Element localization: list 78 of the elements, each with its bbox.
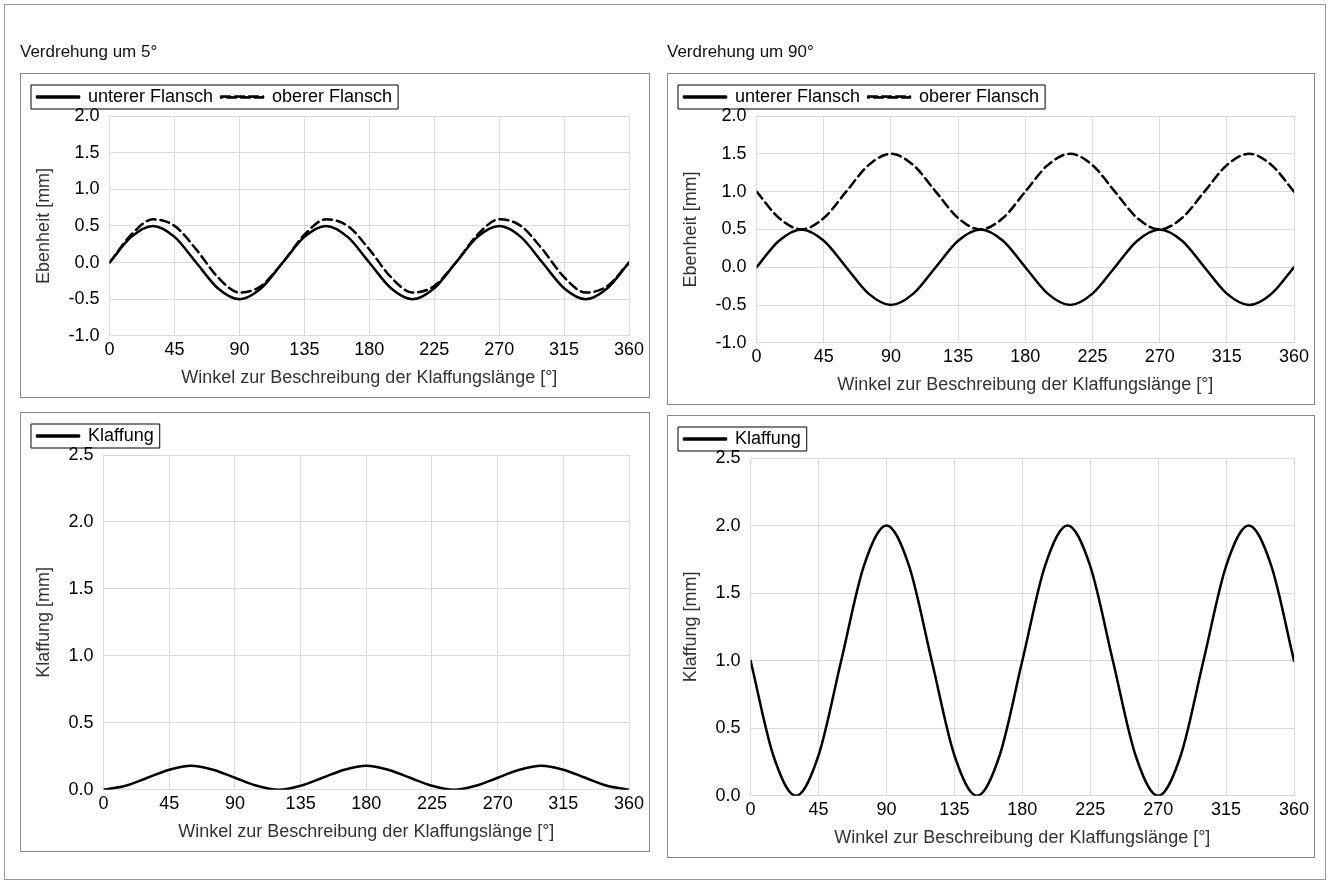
y-tick-label: 1.5 xyxy=(74,141,100,162)
x-tick-label: 45 xyxy=(813,345,834,366)
y-tick-label: 0.5 xyxy=(68,711,94,732)
y-tick-label: 0.0 xyxy=(74,251,100,272)
legend-label: Klaffung xyxy=(88,424,154,445)
y-tick-label: 1.0 xyxy=(715,649,741,670)
x-tick-label: 315 xyxy=(1211,798,1242,819)
x-tick-label: 0 xyxy=(104,338,115,359)
x-tick-label: 45 xyxy=(164,338,185,359)
x-axis-title: Winkel zur Beschreibung der Klaffungslänge [°] xyxy=(181,367,558,388)
x-tick-label: 315 xyxy=(548,792,579,813)
x-tick-label: 90 xyxy=(229,338,250,359)
x-tick-label: 135 xyxy=(939,798,970,819)
y-tick-label: -0.5 xyxy=(715,293,747,314)
x-axis-title: Winkel zur Beschreibung der Klaffungslänge [°] xyxy=(834,827,1211,848)
y-tick-label: -1.0 xyxy=(68,324,100,345)
legend-label: Klaffung xyxy=(735,427,801,448)
y-tick-label: 2.0 xyxy=(715,514,741,535)
x-tick-label: 270 xyxy=(484,338,515,359)
legend-label: oberer Flansch xyxy=(272,85,393,106)
x-tick-label: 180 xyxy=(354,338,385,359)
y-tick-label: 1.5 xyxy=(721,142,747,163)
y-tick-label: 2.5 xyxy=(68,443,94,464)
x-tick-label: 90 xyxy=(224,792,245,813)
y-axis-title: Klaffung [mm] xyxy=(679,571,700,683)
y-tick-label: 0.0 xyxy=(715,784,741,805)
x-tick-label: 90 xyxy=(876,798,897,819)
y-tick-label: 1.0 xyxy=(68,644,94,665)
x-tick-label: 225 xyxy=(416,792,448,813)
y-tick-label: 1.5 xyxy=(715,582,741,603)
x-tick-label: 0 xyxy=(751,345,762,366)
y-tick-label: 0.5 xyxy=(74,214,100,235)
legend-label: unterer Flansch xyxy=(88,85,214,106)
x-tick-label: 270 xyxy=(482,792,513,813)
y-tick-label: 2.0 xyxy=(721,104,747,125)
x-tick-label: 360 xyxy=(1278,345,1310,366)
x-tick-label: 360 xyxy=(613,338,645,359)
y-tick-label: 1.0 xyxy=(74,178,100,199)
x-tick-label: 270 xyxy=(1143,798,1174,819)
y-tick-label: 1.5 xyxy=(68,577,94,598)
x-tick-label: 45 xyxy=(159,792,180,813)
x-tick-label: 0 xyxy=(745,798,756,819)
x-axis-title: Winkel zur Beschreibung der Klaffungslänge [°] xyxy=(178,821,555,842)
x-tick-label: 225 xyxy=(419,338,450,359)
x-tick-label: 315 xyxy=(1211,345,1242,366)
y-axis-title: Ebenheit [mm] xyxy=(679,171,700,288)
y-axis-title: Klaffung [mm] xyxy=(32,567,53,678)
chart-title: Verdrehung um 90° xyxy=(667,41,815,63)
x-tick-label: 135 xyxy=(285,792,316,813)
y-tick-label: 2.0 xyxy=(74,104,100,125)
y-axis-title: Ebenheit [mm] xyxy=(32,167,53,284)
y-tick-label: 2.0 xyxy=(68,510,94,531)
x-tick-label: 135 xyxy=(943,345,974,366)
x-axis-title: Winkel zur Beschreibung der Klaffungslänge [°] xyxy=(837,374,1214,395)
y-tick-label: 2.5 xyxy=(715,446,741,467)
y-tick-label: 1.0 xyxy=(721,180,747,201)
x-tick-label: 180 xyxy=(1007,798,1038,819)
x-tick-label: 270 xyxy=(1144,345,1175,366)
y-tick-label: 0.5 xyxy=(715,717,741,738)
chart-title: Verdrehung um 5° xyxy=(20,41,159,63)
x-tick-label: 225 xyxy=(1075,798,1106,819)
legend-label: oberer Flansch xyxy=(919,85,1040,106)
x-tick-label: 180 xyxy=(351,792,382,813)
x-tick-label: 0 xyxy=(98,792,109,813)
y-tick-label: 0.0 xyxy=(68,778,94,799)
y-tick-label: -1.0 xyxy=(715,331,747,352)
y-tick-label: -0.5 xyxy=(68,288,100,309)
legend-label: unterer Flansch xyxy=(735,85,861,106)
x-tick-label: 315 xyxy=(549,338,580,359)
x-tick-label: 45 xyxy=(808,798,829,819)
x-tick-label: 225 xyxy=(1077,345,1108,366)
y-tick-label: 0.5 xyxy=(721,218,747,239)
x-tick-label: 90 xyxy=(880,345,901,366)
x-tick-label: 135 xyxy=(289,338,320,359)
y-tick-label: 0.0 xyxy=(721,256,747,277)
x-tick-label: 360 xyxy=(1278,798,1310,819)
x-tick-label: 360 xyxy=(613,792,645,813)
x-tick-label: 180 xyxy=(1010,345,1041,366)
